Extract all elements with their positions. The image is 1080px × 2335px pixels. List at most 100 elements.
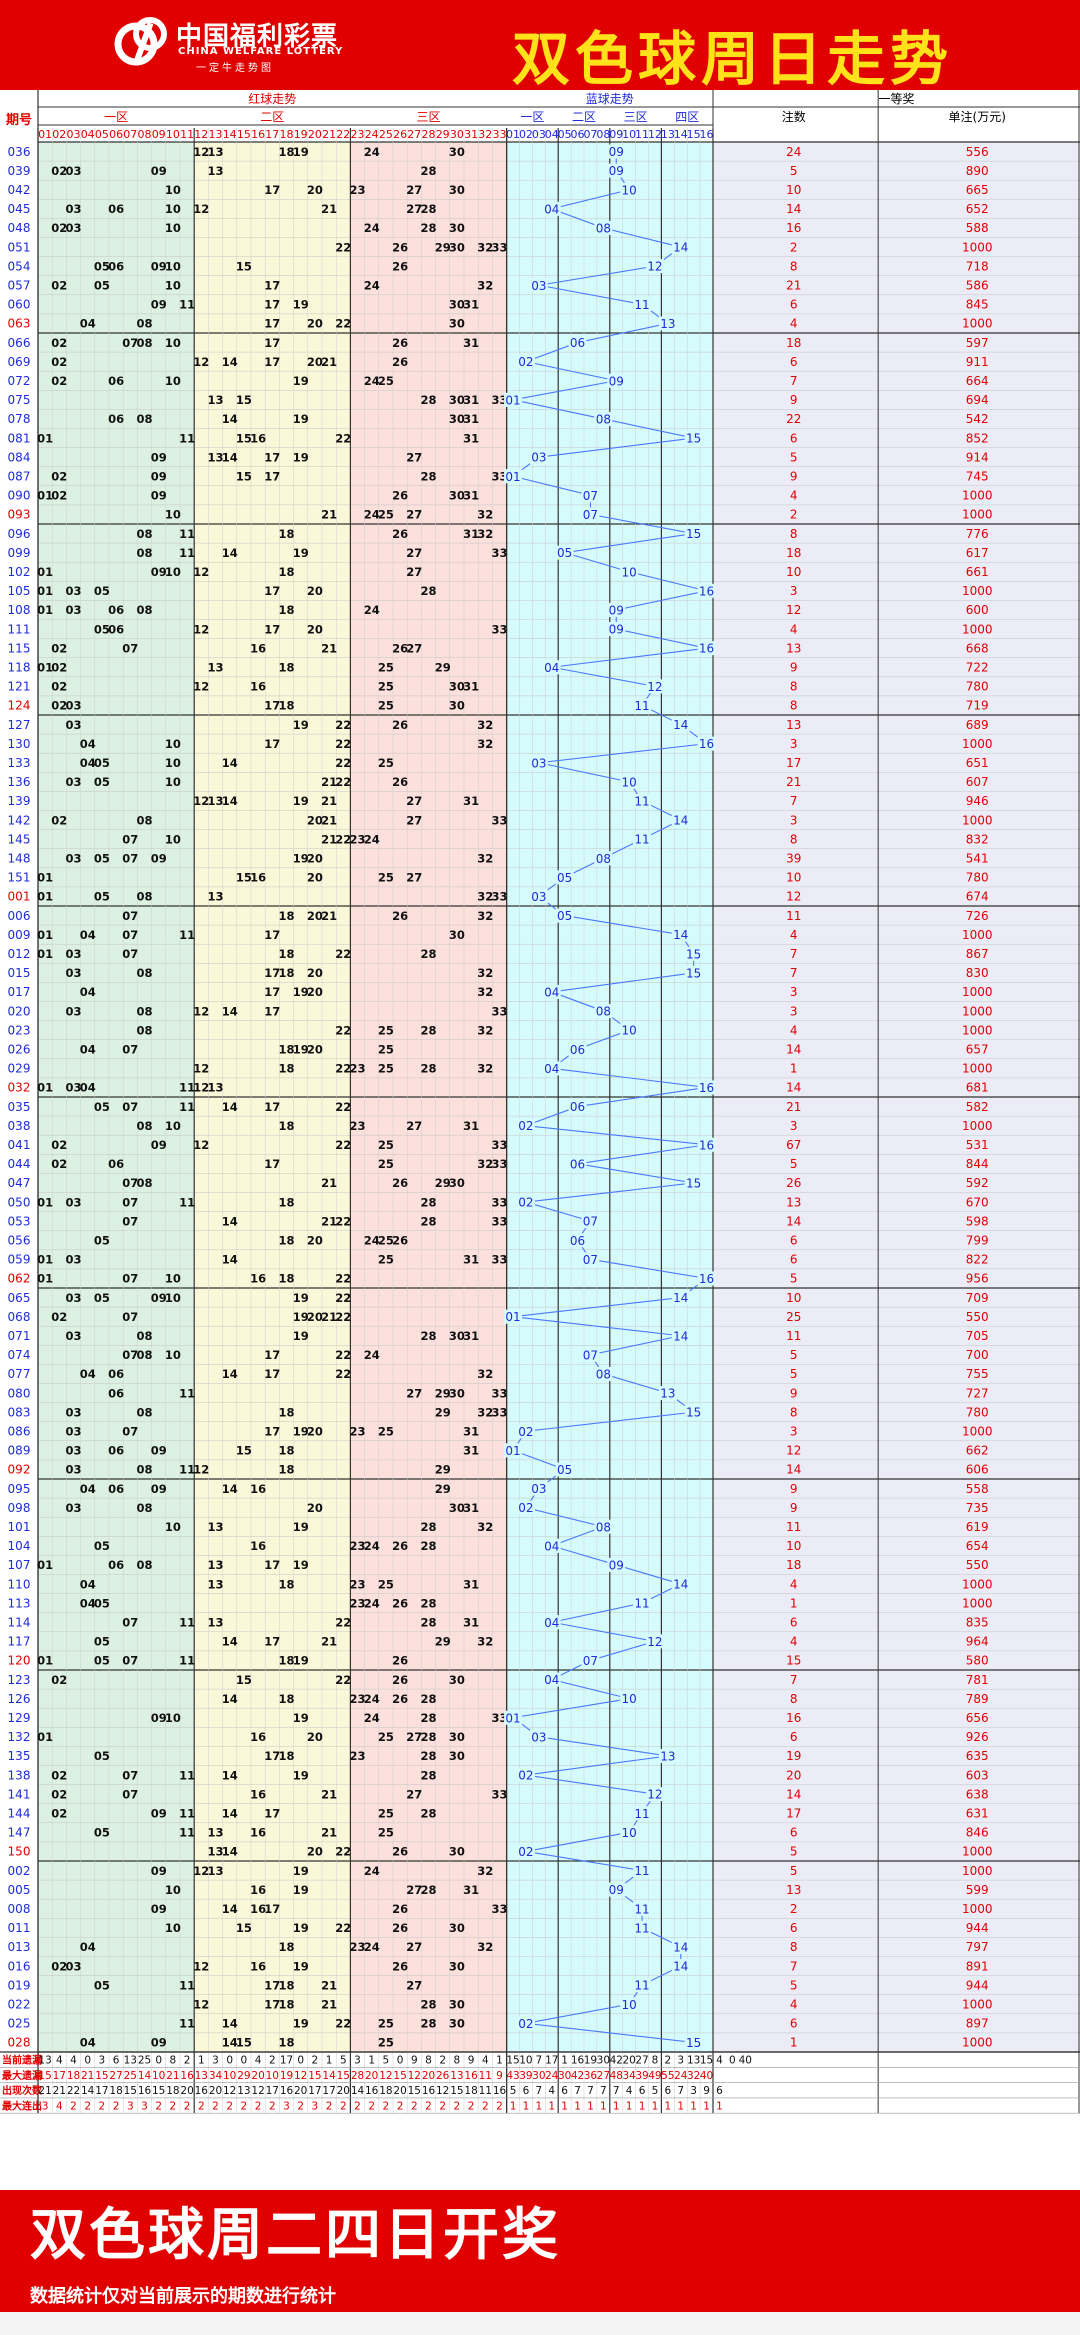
stats-value: 0 [226,2055,233,2067]
red-ball-number: 19 [293,1520,309,1534]
stats-value: 16 [493,2085,507,2097]
stats-value: 1 [613,2101,620,2113]
red-ball-number: 03 [65,584,81,598]
issue-number: 069 [8,355,31,369]
stats-value: 2 [340,2101,347,2113]
winner-count: 6 [790,1730,798,1744]
blue-ball-bg [620,564,639,579]
red-ball-number: 14 [222,355,238,369]
red-ball-number: 19 [293,298,309,312]
blue-ball-number: 01 [505,1711,520,1725]
stats-value: 15 [152,2085,165,2097]
red-ball-number: 24 [364,1692,380,1706]
red-ball-number: 08 [136,603,152,617]
issue-header: 期号 [6,113,32,128]
red-ball-number: 03 [65,1291,81,1305]
red-ball-number: 23 [349,1749,365,1763]
prize-amount: 914 [966,450,989,464]
stats-value: 27 [635,2055,648,2067]
red-ball-number: 07 [122,1272,138,1286]
blue-ball-number: 08 [596,221,611,235]
blue-ball-number: 10 [622,1998,637,2012]
red-ball-number: 10 [165,1711,181,1725]
red-ball-number: 25 [378,1253,394,1267]
issue-number: 132 [8,1730,31,1744]
red-ball-number: 06 [108,1157,124,1171]
winner-count: 7 [790,1959,798,1973]
prize-amount: 822 [966,1253,989,1267]
red-ball-number: 08 [136,1463,152,1477]
winner-count: 5 [790,1157,798,1171]
red-ball-number: 01 [37,947,53,961]
stats-value: 7 [587,2085,594,2097]
blue-ball-bg [633,297,652,312]
winner-count: 12 [786,603,801,617]
red-ball-number: 02 [51,813,67,827]
red-number-header: 20 [308,128,322,141]
blue-ball-bg [529,278,548,293]
prize-amount: 1000 [962,240,993,254]
red-ball-number: 06 [108,603,124,617]
winner-count: 13 [786,641,801,655]
red-ball-number: 06 [108,202,124,216]
issue-number: 081 [8,431,31,445]
red-ball-number: 22 [335,832,351,846]
red-ball-number: 12 [193,202,209,216]
red-ball-number: 25 [378,756,394,770]
red-ball-number: 18 [278,565,294,579]
red-ball-number: 22 [335,1138,351,1152]
prize-amount: 556 [966,145,989,159]
issue-number: 104 [8,1539,31,1553]
red-ball-number: 25 [378,660,394,674]
red-ball-number: 30 [449,1329,465,1343]
winner-count: 10 [786,871,801,885]
red-ball-number: 08 [136,1004,152,1018]
stats-value: 43 [506,2070,519,2082]
red-ball-number: 02 [51,164,67,178]
prize-amount: 718 [966,259,989,273]
red-ball-number: 27 [406,202,422,216]
red-ball-number: 15 [236,431,252,445]
red-ball-number: 31 [463,336,479,350]
red-ball-number: 17 [264,1004,280,1018]
red-ball-number: 07 [122,1348,138,1362]
stats-value: 2 [184,2101,191,2113]
issue-number: 096 [8,527,31,541]
blue-group-header: 蓝球走势 [586,92,634,106]
blue-ball-number: 11 [634,699,649,713]
red-ball-number: 01 [37,1195,53,1209]
red-ball-number: 17 [264,966,280,980]
red-ball-number: 19 [293,1291,309,1305]
winner-count: 13 [786,718,801,732]
red-ball-number: 16 [250,1787,266,1801]
red-ball-number: 31 [463,527,479,541]
red-ball-number: 10 [165,336,181,350]
red-ball-number: 14 [222,2036,238,2050]
blue-ball-number: 16 [699,584,714,598]
blue-number-header: 01 [506,128,520,141]
red-number-header: 09 [152,128,166,141]
red-ball-number: 31 [463,1253,479,1267]
issue-number: 101 [8,1520,31,1534]
blue-ball-number: 09 [609,603,624,617]
blue-ball-number: 10 [622,775,637,789]
red-ball-number: 17 [264,1157,280,1171]
prize-amount: 727 [966,1386,989,1400]
red-ball-number: 18 [278,1749,294,1763]
red-ball-number: 33 [491,546,507,560]
blue-ball-number: 06 [570,1234,585,1248]
red-ball-number: 01 [37,565,53,579]
blue-ball-number: 06 [570,1157,585,1171]
stats-value: 30 [558,2070,571,2082]
red-ball-number: 07 [122,928,138,942]
red-ball-number: 19 [293,1864,309,1878]
stats-value: 15 [450,2085,463,2097]
issue-number: 114 [8,1615,31,1629]
red-ball-number: 25 [378,1042,394,1056]
red-number-header: 02 [52,128,66,141]
red-ball-number: 28 [420,221,436,235]
red-ball-number: 30 [449,928,465,942]
stats-value: 3 [99,2055,106,2067]
red-number-header: 10 [166,128,180,141]
stats-label: 最大连出 [2,2100,42,2113]
